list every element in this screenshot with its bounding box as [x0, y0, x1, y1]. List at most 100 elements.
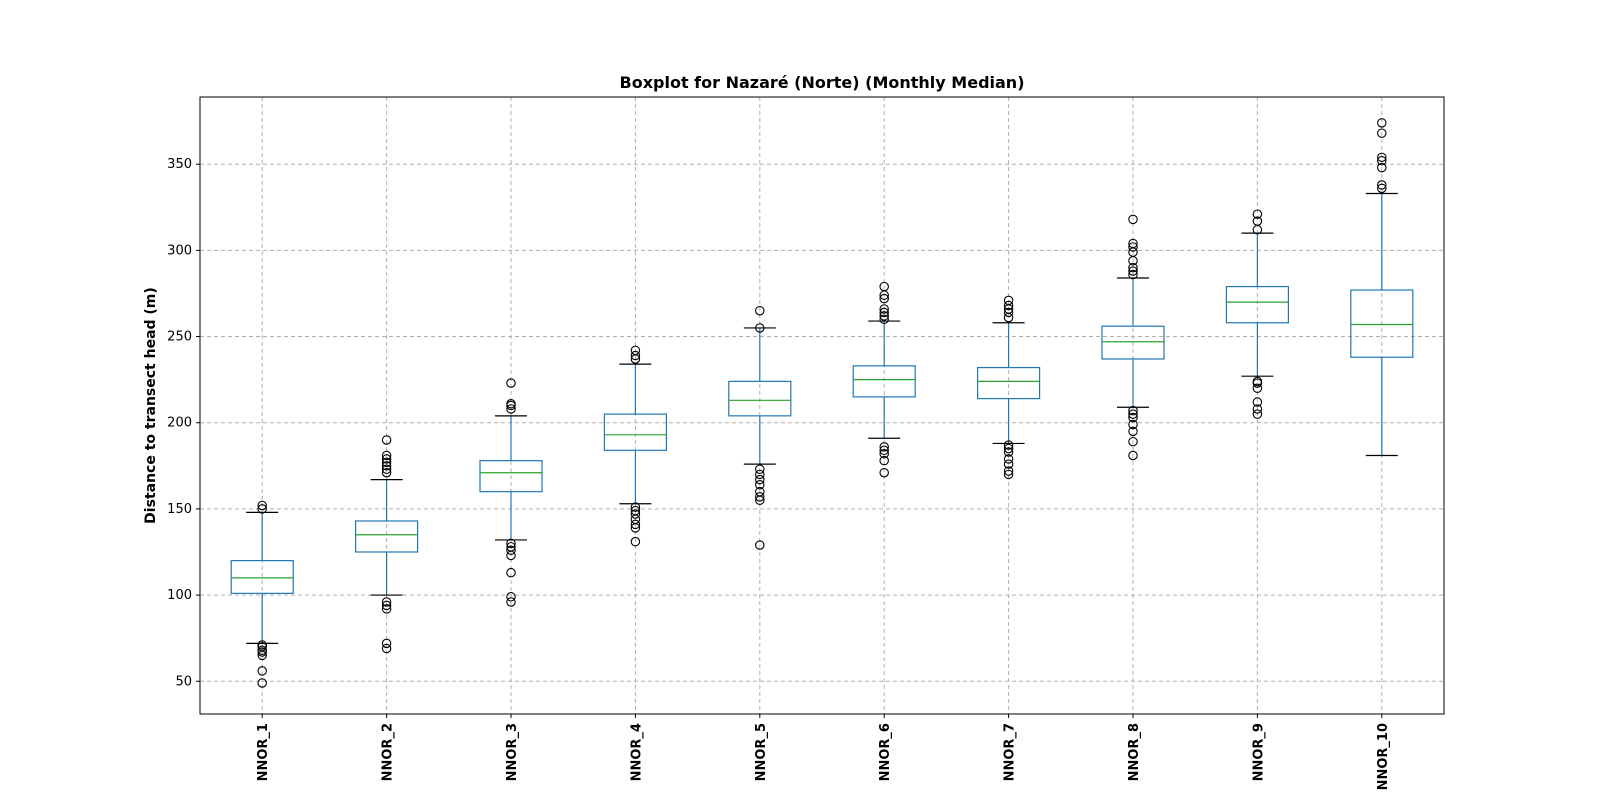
- box-nnor-5: [728, 305, 792, 550]
- iqr-box: [728, 380, 792, 417]
- outlier-point: [1252, 409, 1263, 419]
- outlier-point: [257, 504, 267, 514]
- outlier-point: [755, 464, 765, 475]
- box-nnor-1: [230, 500, 294, 688]
- outlier-point: [1003, 295, 1014, 306]
- outlier-point: [381, 643, 392, 654]
- chart-title: Boxplot for Nazaré (Norte) (Monthly Medi…: [620, 73, 1025, 92]
- y-tick-label: 100: [167, 588, 192, 603]
- outlier-point: [257, 640, 267, 650]
- iqr-box: [1101, 325, 1165, 360]
- y-tick-label: 250: [167, 330, 192, 345]
- outlier-point: [1003, 447, 1014, 457]
- x-tick-label: NNOR_9: [1251, 723, 1266, 781]
- plot-frame: [199, 96, 1445, 715]
- outlier-point: [1128, 419, 1138, 430]
- outlier-point: [879, 304, 889, 314]
- outlier-point: [1128, 262, 1138, 273]
- outlier-point: [630, 345, 641, 356]
- y-tick-label: 50: [175, 674, 192, 689]
- outlier-point: [630, 502, 641, 512]
- outlier-point: [1128, 405, 1138, 416]
- iqr-box: [1225, 285, 1290, 324]
- outlier-point: [506, 597, 516, 607]
- outlier-point: [1003, 443, 1014, 454]
- outlier-point: [1377, 152, 1387, 163]
- outlier-point: [1377, 128, 1387, 138]
- outlier-point: [879, 455, 889, 466]
- outlier-point: [506, 404, 516, 414]
- y-tick-label: 150: [167, 502, 192, 517]
- outlier-point: [506, 399, 516, 409]
- outlier-point: [1128, 242, 1138, 252]
- outlier-point: [879, 307, 889, 318]
- outlier-point: [1003, 469, 1014, 480]
- box-nnor-3: [479, 378, 543, 607]
- outlier-point: [506, 542, 516, 552]
- outlier-point: [1377, 183, 1387, 194]
- box-nnor-10: [1350, 118, 1414, 457]
- outlier-point: [1003, 307, 1014, 318]
- outlier-point: [257, 645, 267, 655]
- outlier-point: [381, 450, 392, 461]
- outlier-point: [1377, 180, 1387, 190]
- box-nnor-2: [355, 435, 419, 654]
- outlier-point: [1128, 450, 1138, 461]
- iqr-box: [603, 413, 668, 451]
- outlier-point: [879, 442, 889, 452]
- outlier-point: [1128, 214, 1138, 225]
- outlier-point: [630, 350, 641, 361]
- outlier-point: [1128, 238, 1138, 249]
- x-tick-label: NNOR_5: [754, 723, 769, 781]
- outlier-point: [630, 519, 641, 530]
- outlier-point: [257, 678, 267, 688]
- box-nnor-6: [852, 281, 916, 478]
- outlier-point: [630, 536, 641, 547]
- outlier-point: [879, 445, 889, 456]
- outlier-point: [1377, 156, 1387, 166]
- iqr-box: [479, 460, 543, 493]
- outlier-point: [755, 474, 765, 485]
- outlier-point: [381, 435, 392, 445]
- outlier-point: [879, 293, 889, 304]
- iqr-box: [976, 366, 1041, 400]
- outlier-point: [381, 600, 392, 611]
- outlier-point: [381, 454, 392, 464]
- outlier-point: [755, 480, 765, 490]
- outlier-point: [506, 592, 516, 602]
- outlier-point: [381, 467, 392, 478]
- outlier-point: [1377, 118, 1387, 128]
- outlier-point: [1252, 383, 1263, 394]
- outlier-point: [755, 486, 765, 497]
- outlier-point: [1003, 440, 1014, 450]
- x-tick-label: NNOR_2: [381, 723, 396, 781]
- outlier-point: [879, 449, 889, 459]
- outlier-point: [755, 323, 765, 333]
- outlier-point: [1252, 404, 1263, 414]
- plot-area: [200, 97, 1444, 714]
- x-tick-label: NNOR_10: [1376, 723, 1391, 790]
- outlier-point: [506, 378, 516, 388]
- outlier-point: [630, 505, 641, 516]
- outlier-point: [506, 567, 516, 578]
- y-tick-label: 200: [167, 416, 192, 431]
- outlier-point: [1128, 412, 1138, 423]
- outlier-point: [381, 597, 392, 607]
- outlier-point: [1252, 209, 1263, 219]
- x-tick-label: NNOR_6: [878, 723, 893, 781]
- iqr-box: [1350, 289, 1414, 358]
- outlier-point: [879, 281, 889, 292]
- y-tick-label: 350: [167, 157, 192, 172]
- x-tick-label: NNOR_4: [629, 723, 644, 781]
- y-axis-label: Distance to transect head (m): [143, 287, 159, 524]
- outlier-point: [381, 464, 392, 475]
- box-nnor-7: [976, 295, 1041, 480]
- x-tick-label: NNOR_3: [505, 723, 520, 781]
- box-series: [230, 118, 1414, 688]
- outlier-point: [755, 540, 765, 550]
- iqr-box: [355, 520, 419, 553]
- outlier-point: [257, 500, 267, 511]
- outlier-point: [879, 311, 889, 321]
- box-nnor-9: [1225, 209, 1290, 419]
